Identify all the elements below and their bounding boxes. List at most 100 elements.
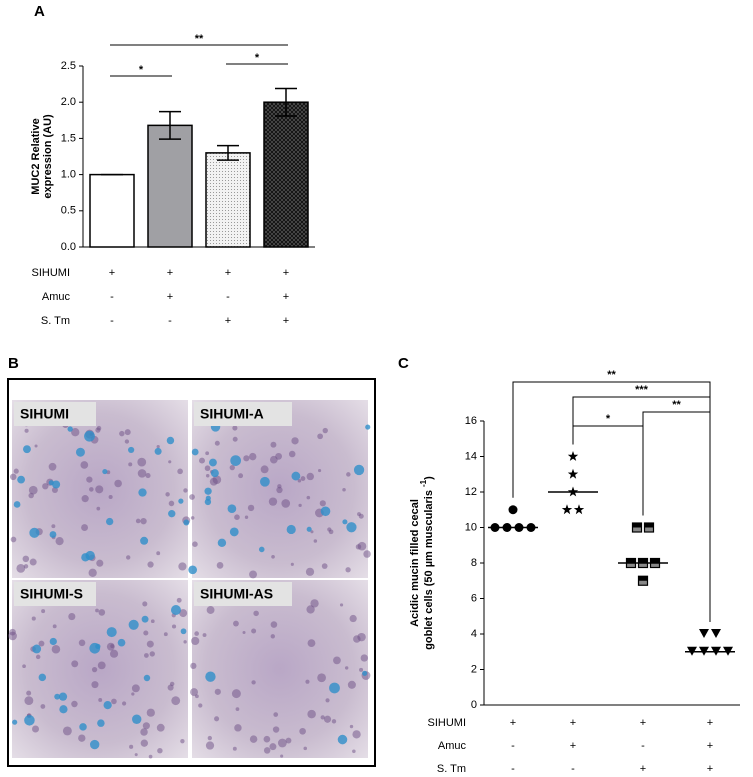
goblet-cell xyxy=(346,522,357,533)
y-axis-label: Acidic mucin filled cecal goblet cells (5… xyxy=(409,476,435,650)
goblet-cell xyxy=(81,553,90,562)
significance-label: ** xyxy=(607,369,616,381)
micrograph-label: SIHUMI-A xyxy=(200,406,264,422)
goblet-cell xyxy=(258,546,265,553)
cell xyxy=(16,563,26,573)
cell xyxy=(189,494,195,500)
cell xyxy=(212,475,222,484)
cell xyxy=(177,468,183,475)
goblet-cell xyxy=(230,455,242,466)
cell xyxy=(171,696,181,706)
cell xyxy=(78,639,86,647)
y-tick-label: 6 xyxy=(471,592,477,604)
cell xyxy=(24,428,29,433)
cell xyxy=(35,654,41,660)
cell xyxy=(144,653,149,658)
cell xyxy=(178,562,187,571)
point-half xyxy=(638,558,648,563)
cell xyxy=(150,619,155,624)
cell xyxy=(357,512,361,517)
panel-label: B xyxy=(8,355,19,372)
cell xyxy=(135,518,141,524)
y-axis-label-line: goblet cells (50 µm muscularis xyxy=(423,487,435,650)
cell xyxy=(42,483,49,490)
cell xyxy=(168,500,175,507)
cell xyxy=(263,735,271,743)
cell xyxy=(22,555,30,563)
goblet-cell xyxy=(227,504,237,514)
condition-sign: + xyxy=(167,291,173,303)
y-tick-label: 8 xyxy=(471,557,477,569)
condition-sign: + xyxy=(510,717,516,729)
cell xyxy=(149,651,155,657)
goblet-cell xyxy=(67,426,73,432)
goblet-cell xyxy=(143,674,151,682)
cell xyxy=(346,472,351,477)
cell xyxy=(129,744,134,749)
goblet-cell xyxy=(217,538,227,548)
cell xyxy=(190,516,195,520)
cell xyxy=(321,563,328,569)
cell xyxy=(51,487,58,494)
cell xyxy=(232,425,238,431)
cell xyxy=(353,635,361,643)
cell xyxy=(142,722,150,730)
cell xyxy=(342,487,346,492)
point xyxy=(567,451,579,461)
cell xyxy=(110,644,115,649)
condition-sign: + xyxy=(167,267,173,279)
cell xyxy=(269,743,277,751)
goblet-cell xyxy=(229,527,239,537)
cell xyxy=(91,667,98,673)
condition-sign: - xyxy=(110,315,114,327)
cell xyxy=(48,462,57,471)
point-half xyxy=(626,558,636,563)
point xyxy=(561,504,573,515)
cell xyxy=(352,730,361,739)
bar xyxy=(89,173,135,248)
goblet-cell xyxy=(13,501,21,508)
goblet-cell xyxy=(337,734,348,745)
cell xyxy=(307,709,316,719)
cell xyxy=(306,605,315,614)
cell xyxy=(313,539,318,543)
goblet-cell xyxy=(180,628,187,635)
bar xyxy=(263,101,309,248)
cell xyxy=(216,562,224,569)
cell xyxy=(38,640,45,647)
cell xyxy=(71,428,80,437)
y-tick-label: 2 xyxy=(471,663,477,675)
cell xyxy=(263,747,271,754)
cell xyxy=(183,640,187,644)
goblet-cell xyxy=(58,692,68,701)
cell xyxy=(323,715,332,723)
cell xyxy=(243,455,250,462)
significance-bracket xyxy=(572,425,644,516)
cell xyxy=(205,741,215,750)
cell xyxy=(251,680,256,685)
significance-label: *** xyxy=(635,384,649,396)
label-box xyxy=(194,402,292,426)
goblet-cell xyxy=(128,619,139,630)
cell xyxy=(156,723,165,732)
goblet-cell xyxy=(79,723,87,731)
cell xyxy=(281,499,291,508)
goblet-cell xyxy=(362,670,368,676)
significance-bracket xyxy=(512,381,711,622)
cell xyxy=(317,673,326,683)
cell xyxy=(124,429,131,436)
cell xyxy=(233,620,239,627)
goblet-cell xyxy=(204,487,212,495)
goblet-cell xyxy=(106,627,117,638)
y-tick-label: 2.5 xyxy=(61,60,76,72)
cell xyxy=(28,485,38,495)
goblet-cell xyxy=(306,526,312,532)
cell xyxy=(80,461,89,469)
condition-sign: - xyxy=(226,291,230,303)
cell xyxy=(190,688,198,697)
cell xyxy=(13,468,19,474)
goblet-cell xyxy=(32,644,42,654)
goblet-cell xyxy=(54,693,61,700)
condition-sign: + xyxy=(283,315,289,327)
y-axis-label-end: ) xyxy=(423,476,435,480)
